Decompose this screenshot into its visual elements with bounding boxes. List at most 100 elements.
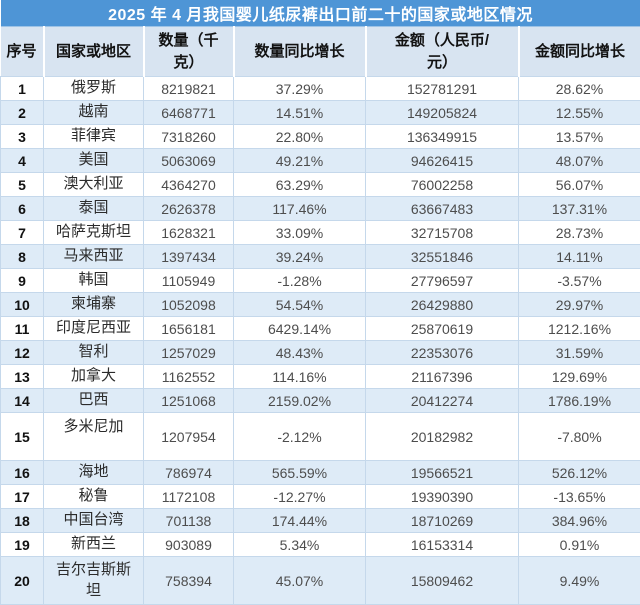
quantity-cell: 1162552 <box>143 364 234 389</box>
country-cell: 新西兰 <box>43 532 144 557</box>
table-title-row: 2025 年 4 月我国婴儿纸尿裤出口前二十的国家或地区情况 <box>0 0 640 27</box>
country-cell: 中国台湾 <box>43 508 144 533</box>
country-cell: 俄罗斯 <box>43 76 144 101</box>
amount-cell: 152781291 <box>365 76 519 101</box>
quantity-yoy-cell: -1.28% <box>233 268 366 293</box>
quantity-cell: 1251068 <box>143 388 234 413</box>
quantity-cell: 8219821 <box>143 76 234 101</box>
amount-yoy-cell: 384.96% <box>518 508 640 533</box>
rank-cell: 6 <box>0 196 44 221</box>
amount-cell: 16153314 <box>365 532 519 557</box>
rank-cell: 9 <box>0 268 44 293</box>
amount-yoy-cell: -7.80% <box>518 412 640 461</box>
table-body: 1 俄罗斯 8219821 37.29% 152781291 28.62% 2 越南 64687… <box>0 76 640 605</box>
amount-cell: 15809462 <box>365 556 519 605</box>
amount-cell: 19390390 <box>365 484 519 509</box>
country-cell: 巴西 <box>43 388 144 413</box>
amount-yoy-cell: -3.57% <box>518 268 640 293</box>
quantity-yoy-cell: 6429.14% <box>233 316 366 341</box>
amount-cell: 136349915 <box>365 124 519 149</box>
table-row: 19 新西兰 903089 5.34% 16153314 0.91% <box>0 532 640 557</box>
quantity-yoy-cell: 33.09% <box>233 220 366 245</box>
rank-cell: 17 <box>0 484 44 509</box>
table-row: 11 印度尼西亚 1656181 6429.14% 25870619 1212.16% <box>0 316 640 341</box>
country-cell: 智利 <box>43 340 144 365</box>
amount-yoy-cell: 0.91% <box>518 532 640 557</box>
rank-cell: 15 <box>0 412 44 461</box>
table-row: 10 柬埔寨 1052098 54.54% 26429880 29.97% <box>0 292 640 317</box>
rank-cell: 2 <box>0 100 44 125</box>
amount-cell: 25870619 <box>365 316 519 341</box>
amount-cell: 27796597 <box>365 268 519 293</box>
amount-yoy-cell: -13.65% <box>518 484 640 509</box>
table-row: 18 中国台湾 701138 174.44% 18710269 384.96% <box>0 508 640 533</box>
country-cell: 多米尼加 <box>43 412 144 461</box>
table-row: 15 多米尼加 1207954 -2.12% 20182982 -7.80% <box>0 412 640 461</box>
amount-cell: 18710269 <box>365 508 519 533</box>
amount-cell: 19566521 <box>365 460 519 485</box>
table-row: 1 俄罗斯 8219821 37.29% 152781291 28.62% <box>0 76 640 101</box>
country-cell: 马来西亚 <box>43 244 144 269</box>
quantity-cell: 701138 <box>143 508 234 533</box>
rank-cell: 20 <box>0 556 44 605</box>
quantity-yoy-cell: 49.21% <box>233 148 366 173</box>
table-row: 20 吉尔吉斯斯 坦 758394 45.07% 15809462 9.49% <box>0 556 640 605</box>
amount-yoy-cell: 56.07% <box>518 172 640 197</box>
quantity-yoy-cell: -12.27% <box>233 484 366 509</box>
table-row: 13 加拿大 1162552 114.16% 21167396 129.69% <box>0 364 640 389</box>
table-row: 3 菲律宾 7318260 22.80% 136349915 13.57% <box>0 124 640 149</box>
amount-cell: 94626415 <box>365 148 519 173</box>
amount-yoy-cell: 28.73% <box>518 220 640 245</box>
amount-yoy-cell: 31.59% <box>518 340 640 365</box>
rank-cell: 19 <box>0 532 44 557</box>
country-cell: 澳大利亚 <box>43 172 144 197</box>
rank-cell: 4 <box>0 148 44 173</box>
quantity-cell: 903089 <box>143 532 234 557</box>
quantity-yoy-cell: 48.43% <box>233 340 366 365</box>
quantity-cell: 5063069 <box>143 148 234 173</box>
rank-cell: 14 <box>0 388 44 413</box>
table-title: 2025 年 4 月我国婴儿纸尿裤出口前二十的国家或地区情况 <box>0 0 640 27</box>
amount-cell: 22353076 <box>365 340 519 365</box>
amount-yoy-cell: 48.07% <box>518 148 640 173</box>
country-cell: 加拿大 <box>43 364 144 389</box>
quantity-cell: 1207954 <box>143 412 234 461</box>
table-row: 6 泰国 2626378 117.46% 63667483 137.31% <box>0 196 640 221</box>
quantity-yoy-cell: 22.80% <box>233 124 366 149</box>
rank-cell: 7 <box>0 220 44 245</box>
table-row: 4 美国 5063069 49.21% 94626415 48.07% <box>0 148 640 173</box>
quantity-yoy-cell: 14.51% <box>233 100 366 125</box>
col-header-rank: 序号 <box>0 26 44 77</box>
quantity-cell: 2626378 <box>143 196 234 221</box>
rank-cell: 18 <box>0 508 44 533</box>
quantity-yoy-cell: 2159.02% <box>233 388 366 413</box>
col-header-country: 国家或地区 <box>42 26 144 77</box>
table-row: 12 智利 1257029 48.43% 22353076 31.59% <box>0 340 640 365</box>
rank-cell: 11 <box>0 316 44 341</box>
amount-cell: 32715708 <box>365 220 519 245</box>
rank-cell: 12 <box>0 340 44 365</box>
quantity-yoy-cell: 117.46% <box>233 196 366 221</box>
country-cell: 越南 <box>43 100 144 125</box>
rank-cell: 16 <box>0 460 44 485</box>
amount-yoy-cell: 137.31% <box>518 196 640 221</box>
country-cell: 美国 <box>43 148 144 173</box>
country-cell: 柬埔寨 <box>43 292 144 317</box>
amount-yoy-cell: 28.62% <box>518 76 640 101</box>
quantity-yoy-cell: 37.29% <box>233 76 366 101</box>
table-row: 14 巴西 1251068 2159.02% 20412274 1786.19% <box>0 388 640 413</box>
col-header-amount-yoy: 金额同比增长 <box>517 26 640 77</box>
quantity-cell: 6468771 <box>143 100 234 125</box>
table-row: 2 越南 6468771 14.51% 149205824 12.55% <box>0 100 640 125</box>
amount-yoy-cell: 1212.16% <box>518 316 640 341</box>
quantity-yoy-cell: 114.16% <box>233 364 366 389</box>
country-cell: 印度尼西亚 <box>43 316 144 341</box>
amount-cell: 63667483 <box>365 196 519 221</box>
country-cell: 海地 <box>43 460 144 485</box>
amount-yoy-cell: 29.97% <box>518 292 640 317</box>
amount-cell: 32551846 <box>365 244 519 269</box>
quantity-cell: 786974 <box>143 460 234 485</box>
quantity-cell: 7318260 <box>143 124 234 149</box>
quantity-cell: 1052098 <box>143 292 234 317</box>
